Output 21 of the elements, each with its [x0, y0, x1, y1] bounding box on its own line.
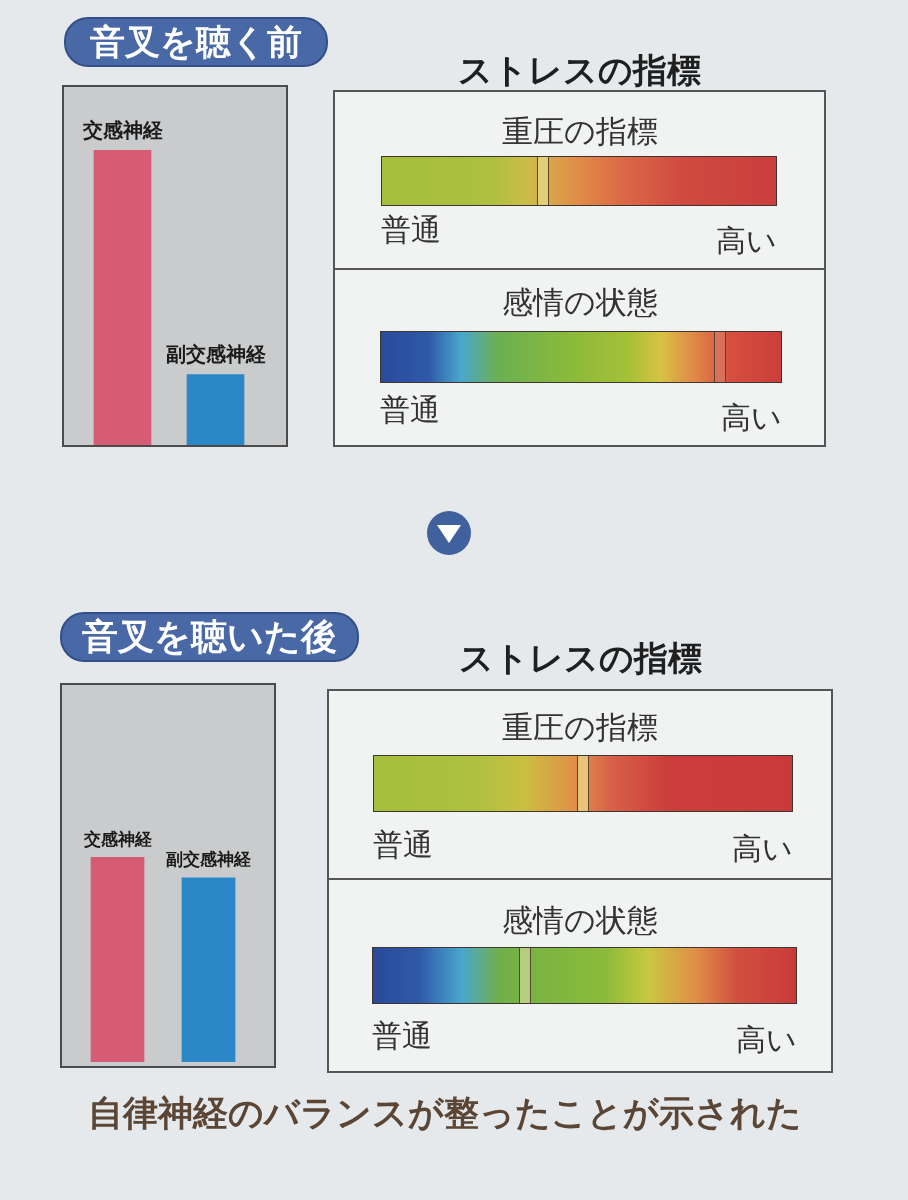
text: 重圧の指標: [500, 112, 659, 151]
text: 自律神経のバランスが整ったことが示された: [88, 1092, 802, 1135]
text: ストレスの指標: [458, 638, 702, 678]
text: 普通: [380, 392, 440, 427]
text: 普通: [381, 212, 441, 247]
x-tick-label: 副交感神経: [166, 849, 252, 870]
text: 高い: [716, 223, 777, 258]
text: 感情の状態: [501, 901, 659, 940]
chart-title: 音叉を聴いた後: [60, 612, 359, 662]
text: 重圧の指標: [501, 708, 659, 747]
text: 高い: [721, 400, 782, 435]
chart-title: 音叉を聴く前: [64, 17, 328, 67]
x-tick-label: 交感神経: [82, 828, 153, 849]
text: 普通: [372, 1018, 432, 1053]
text: ストレスの指標: [457, 50, 702, 90]
x-tick-label: 交感神経: [81, 118, 163, 143]
text: 高い: [732, 831, 793, 866]
text: 感情の状態: [500, 283, 659, 322]
x-tick-label: 副交感神経: [165, 342, 266, 367]
text: 高い: [736, 1022, 797, 1057]
text: 普通: [373, 827, 433, 862]
